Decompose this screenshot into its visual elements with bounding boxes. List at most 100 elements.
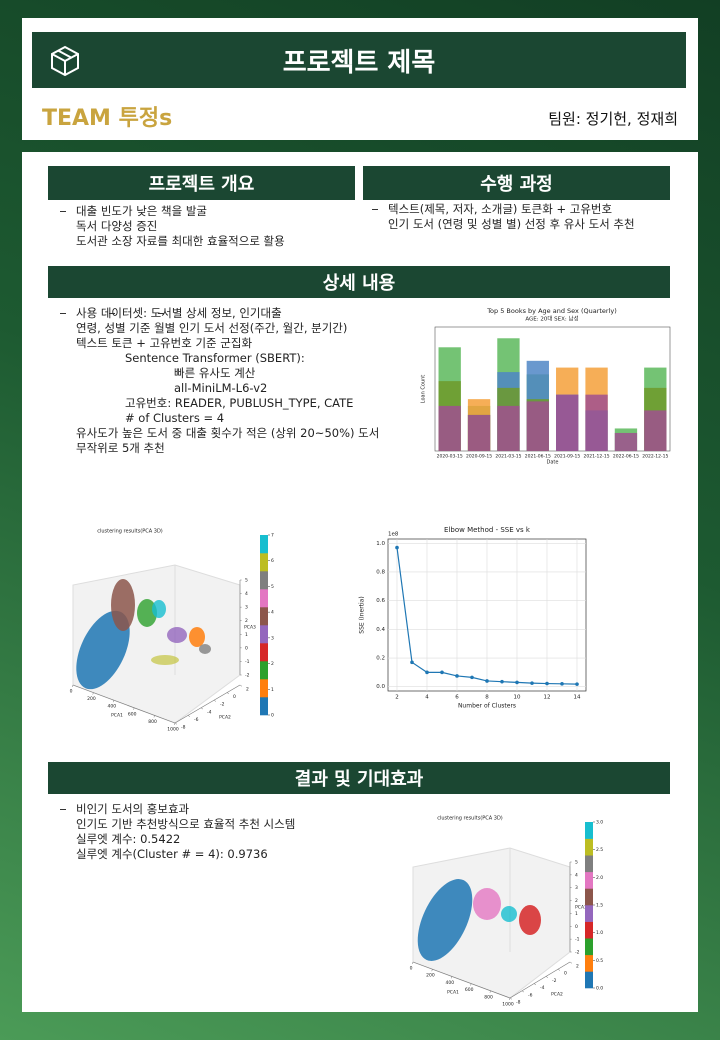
line-figure: Elbow Method - SSE vs k 1e8 0.0 0.2 0.4 0.6 0.… [359,526,587,710]
item-text: 텍스트 토큰 + 고유번호 기준 군집화 [76,336,253,350]
item-text: 고유번호: READER, PUBLUSH_TYPE, CATE [125,396,354,410]
tick-mark [133,707,135,710]
point [455,674,459,678]
cluster-blob [417,879,473,961]
x-tick-label: 10 [514,695,521,701]
tick-mark [450,976,453,979]
tick-mark [174,722,176,726]
colorbar-tick-label: 4 [271,610,274,616]
y-tick-label: 0.0 [376,684,385,690]
colorbar-tick-label: 2.5 [596,847,603,853]
offset-label: 1e8 [388,532,399,538]
tick-mark [92,692,94,695]
bullet-list: 텍스트(제목, 저자, 소개글) 토큰화 + 고유번호 인기 도서 (연령 및 성… [370,202,645,232]
scatter-figure: clustering results(PCA 3D)02004006008001… [410,816,604,1008]
tick-label: -1 [575,937,580,943]
tick-label: 0 [233,694,236,700]
axis-label: PCA2 [551,992,563,998]
colorbar-band [260,625,268,644]
x-axis-label: Date [547,460,559,466]
item-text: 실루엣 계수(Cluster # = 4): 0.9736 [76,847,268,861]
tick-mark [569,961,573,964]
list-item: 독서 다양성 증진 [58,211,353,234]
list-item: 사용 데이터셋: 도서별 상세 정보, 인기대출 [58,306,383,321]
tick-label: 2 [246,687,249,693]
point [560,682,564,686]
axis-line [412,961,511,999]
y-tick-label: 0.4 [376,627,385,633]
list-item: 대출 빈도가 낮은 책을 발굴 [58,204,353,219]
tick-mark [545,976,549,978]
cluster-blob [151,655,179,665]
list-item: 인기 도서 (연령 및 성별 별) 선정 후 유사 도서 추천 [370,209,645,232]
scatter-figure: clustering results(PCA 3D)02004006008001… [70,529,274,733]
bar [497,405,520,451]
bar [438,405,461,451]
tick-label: 2 [245,618,248,624]
team-name: TEAM 투정s [42,106,173,131]
tick-mark [412,961,414,965]
tick-mark [112,700,115,703]
item-text: 독서 다양성 증진 [76,219,158,233]
y-tick-label: 0.6 [376,598,385,604]
bullet-list: 비인기 도서의 홍보효과 인기도 기반 추천방식으로 효율적 추천 시스템 실루엣 … [58,802,383,862]
cluster-blob [199,644,211,654]
colorbar-tick-label: 7 [271,533,274,539]
y-tick-label: 0.2 [376,656,385,662]
tick-label: 0 [410,966,413,972]
colorbar-tick-label: 0 [271,713,274,719]
point [485,679,489,683]
bullet-dash [372,209,378,210]
tick-label: 3 [245,605,248,611]
tick-label: -1 [245,659,250,665]
list-item: 인기도 기반 추천방식으로 효율적 추천 시스템 [58,809,383,832]
colorbar-tick-label: 2 [271,661,274,667]
tick-label: -2 [220,702,225,708]
colorbar-band [585,971,593,989]
colorbar-tick-label: 3.0 [596,820,603,826]
axis-label: PCA1 [111,713,123,719]
tick-mark [239,684,243,687]
x-tick-label: 2021-06-15 [525,454,551,460]
title-banner: 프로젝트 제목 [32,32,686,88]
colorbar-tick-label: 3 [271,635,274,641]
tick-label: -4 [207,709,212,715]
colorbar-band [585,871,593,889]
icon [51,45,79,77]
colorbar-band [585,822,593,839]
tick-label: 5 [575,860,578,866]
list-item: 도서관 소장 자료를 최대한 효율적으로 활용 [58,211,353,249]
section-heading: 상세 내용 [48,266,670,298]
axis-label: PCA1 [447,990,459,996]
colorbar-tick-label: 6 [271,558,274,564]
colorbar-band [260,661,268,680]
tick-label: 1 [575,911,578,917]
bullet-dash [109,313,115,314]
point [470,675,474,680]
x-tick-label: 2022-12-15 [642,454,668,460]
colorbar-band [260,571,268,590]
axis-line [72,684,176,724]
tick-label: 0 [575,924,578,930]
x-tick-label: 2021-09-15 [554,454,580,460]
tick-mark [174,722,178,725]
x-tick-label: 12 [544,695,551,701]
list-item: 연령, 성별 기준 월별 인기 도서 선정(주간, 월간, 분기간) [58,313,383,336]
tick-mark [489,990,491,993]
x-tick-label: 2 [395,695,399,701]
list-item: 텍스트(제목, 저자, 소개글) 토큰화 + 고유번호 [370,202,645,217]
figure-title: clustering results(PCA 3D) [437,816,503,822]
colorbar-tick-label: 1.5 [596,903,603,909]
tick-mark [213,699,217,702]
cluster-blob [519,905,541,935]
point [410,660,414,665]
tick-mark [521,990,525,993]
figure-subtitle: AGE: 20대 SEX: 남성 [525,315,578,323]
tick-label: 800 [148,719,157,725]
bullet-dash [60,211,66,212]
x-tick-label: 2021-03-15 [495,454,521,460]
list-item: 고유번호: READER, PUBLUSH_TYPE, CATE [58,313,383,411]
tick-label: 5 [245,578,248,584]
item-text: 인기도 기반 추천방식으로 효율적 추천 시스템 [76,817,296,831]
colorbar-band [260,553,268,572]
